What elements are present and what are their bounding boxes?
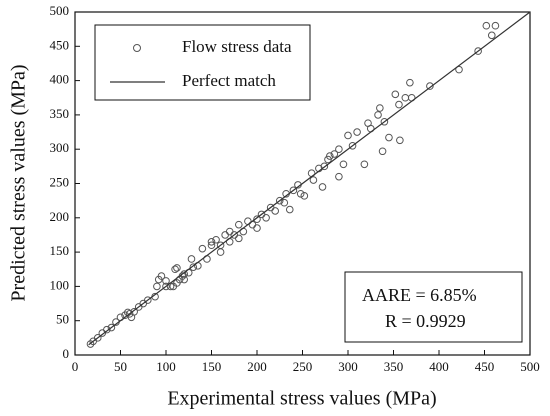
legend-label: Perfect match [182, 71, 276, 90]
data-point [275, 196, 284, 205]
data-point [391, 90, 400, 99]
data-point [330, 150, 339, 158]
y-tick-label: 400 [50, 72, 70, 87]
data-point [216, 248, 225, 256]
data-point [98, 329, 107, 337]
data-point [187, 255, 196, 263]
data-point [482, 21, 491, 30]
data-point [86, 340, 95, 348]
x-tick-label: 400 [429, 359, 449, 374]
data-point [300, 192, 309, 200]
data-point [134, 303, 143, 311]
data-point [207, 238, 216, 246]
annotation: AARE = 6.85% [362, 285, 477, 305]
fit-line [88, 11, 531, 346]
data-point [348, 141, 357, 150]
data-point [396, 136, 404, 145]
data-point [339, 160, 348, 169]
y-tick-label: 500 [50, 3, 70, 18]
data-point [385, 133, 393, 142]
x-tick-label: 450 [475, 359, 495, 374]
legend-box [94, 24, 311, 101]
data-point [189, 263, 198, 271]
data-point [455, 65, 463, 74]
data-point [127, 313, 136, 322]
data-point [162, 277, 170, 285]
x-tick-label: 200 [247, 359, 267, 374]
data-point [180, 270, 188, 278]
data-point [395, 100, 403, 109]
annotation-box [344, 271, 523, 343]
data-point [474, 47, 482, 55]
y-tick-label: 100 [50, 277, 70, 292]
data-point [89, 337, 97, 346]
data-point [171, 265, 179, 274]
data-point [173, 279, 181, 287]
x-tick-label: 150 [202, 359, 222, 374]
data-point [257, 210, 266, 219]
data-point [225, 227, 234, 236]
data-point [401, 93, 410, 102]
data-point [285, 205, 294, 214]
data-point [487, 31, 496, 40]
data-point [173, 264, 181, 272]
data-point [153, 282, 161, 291]
y-axis-label: Predicted stress values (MPa) [8, 64, 30, 301]
data-point [262, 214, 270, 222]
data-point [324, 155, 332, 164]
data-point [309, 176, 318, 184]
data-point [296, 189, 305, 198]
data-point [198, 244, 207, 253]
data-point [266, 203, 275, 212]
y-tick-label: 300 [50, 140, 70, 155]
data-point [221, 231, 229, 239]
data-point [162, 282, 170, 291]
y-tick-label: 450 [50, 37, 70, 52]
legend-symbol [133, 44, 141, 52]
data-point [491, 21, 500, 30]
data-point [253, 224, 261, 232]
data-point [344, 131, 352, 140]
data-point [207, 241, 216, 250]
data-point [360, 160, 369, 169]
data-point [380, 117, 389, 126]
data-point [271, 207, 280, 215]
x-tick-label: 0 [72, 359, 79, 374]
y-tick-label: 350 [50, 106, 70, 121]
data-point [289, 186, 298, 195]
data-point [107, 323, 116, 332]
data-point [212, 235, 220, 244]
legend-label: Flow stress data [182, 37, 292, 56]
data-point [353, 128, 361, 136]
data-point [235, 220, 243, 229]
x-tick-label: 250 [293, 359, 313, 374]
data-point [374, 111, 382, 119]
data-point [406, 78, 414, 87]
data-point [335, 145, 343, 153]
data-point [253, 215, 261, 223]
x-tick-label: 500 [520, 359, 540, 374]
data-point [318, 183, 327, 191]
data-point [154, 275, 163, 284]
y-tick-label: 50 [56, 312, 69, 327]
data-point [335, 172, 343, 181]
data-point [426, 82, 434, 90]
x-axis-label: Experimental stress values (MPa) [167, 388, 436, 410]
y-tick-label: 0 [63, 346, 70, 361]
x-tick-label: 100 [156, 359, 176, 374]
x-tick-label: 50 [114, 359, 127, 374]
y-tick-label: 200 [50, 209, 70, 224]
data-point [376, 104, 384, 112]
y-tick-label: 250 [50, 174, 70, 189]
data-point [280, 198, 289, 207]
x-tick-label: 300 [338, 359, 358, 374]
data-point [235, 234, 243, 243]
data-point [378, 147, 387, 156]
x-tick-label: 350 [384, 359, 404, 374]
annotation: R = 0.9929 [385, 311, 466, 331]
y-tick-label: 150 [50, 243, 70, 258]
